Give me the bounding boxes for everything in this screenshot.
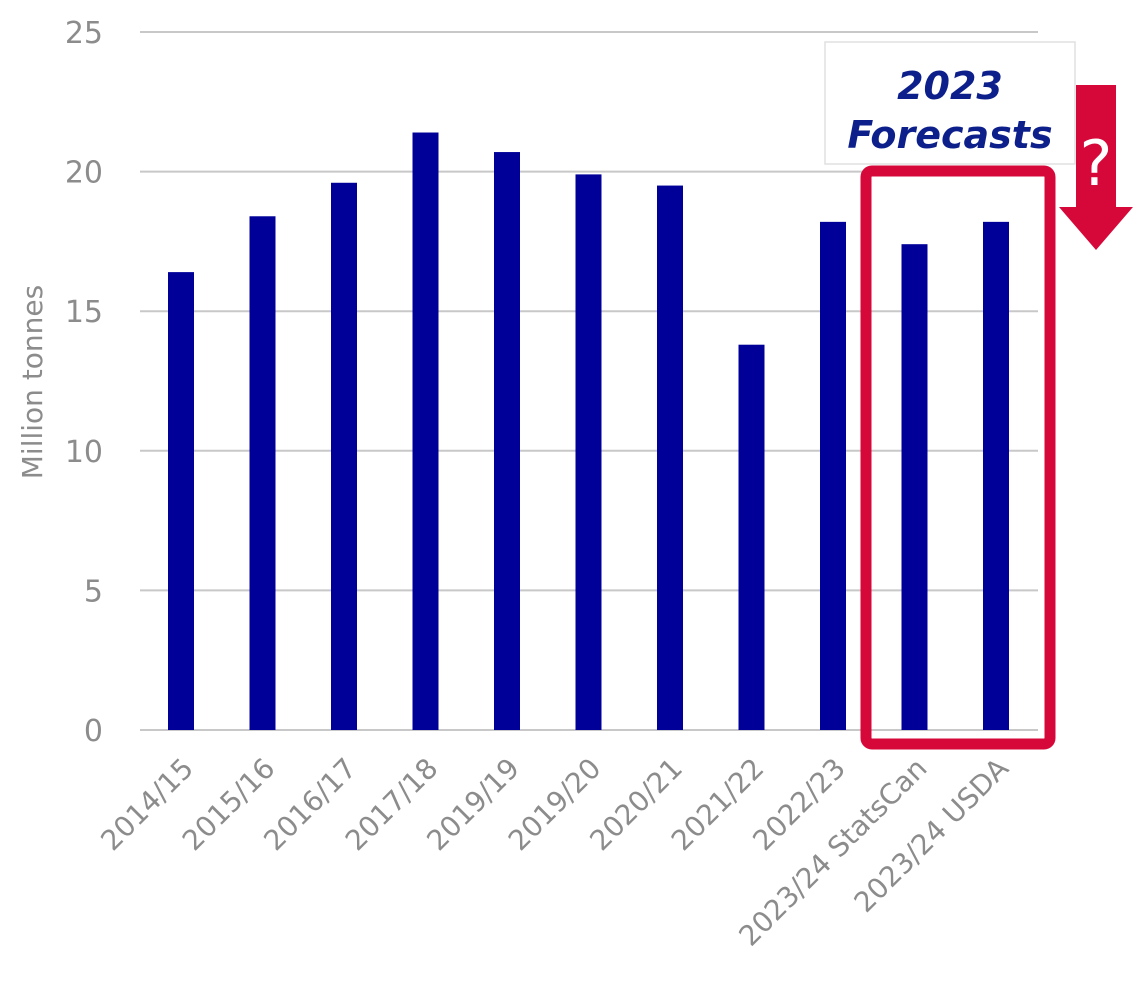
y-axis-label: Million tonnes bbox=[16, 285, 49, 479]
bar bbox=[575, 174, 602, 731]
callout-line-2: Forecasts bbox=[847, 113, 1052, 157]
y-axis-ticks: 0 5 10 15 20 25 bbox=[65, 16, 103, 749]
down-arrow-icon bbox=[1059, 85, 1133, 250]
y-tick-label: 10 bbox=[65, 435, 103, 470]
x-axis-ticks: 2014/152015/162016/172017/182019/192019/… bbox=[94, 752, 1015, 953]
forecast-callout: 2023 Forecasts ? bbox=[824, 41, 1133, 750]
bar bbox=[168, 272, 194, 730]
bar bbox=[738, 344, 765, 730]
callout-box bbox=[824, 41, 1076, 165]
y-tick-label: 25 bbox=[65, 16, 103, 51]
forecast-highlight-box bbox=[860, 165, 1056, 750]
callout-line-1: 2023 bbox=[897, 64, 1003, 108]
bar bbox=[901, 244, 928, 730]
bars bbox=[168, 132, 1009, 731]
bar bbox=[657, 185, 683, 730]
y-tick-label: 15 bbox=[65, 295, 103, 330]
bar bbox=[983, 221, 1009, 730]
question-mark-icon: ? bbox=[1080, 127, 1113, 200]
y-tick-label: 0 bbox=[84, 714, 103, 749]
bar bbox=[494, 152, 520, 730]
bar bbox=[249, 216, 276, 731]
bar bbox=[820, 221, 846, 730]
bar bbox=[412, 132, 439, 731]
bar bbox=[331, 182, 357, 730]
y-tick-label: 5 bbox=[84, 574, 103, 609]
y-tick-label: 20 bbox=[65, 156, 103, 191]
